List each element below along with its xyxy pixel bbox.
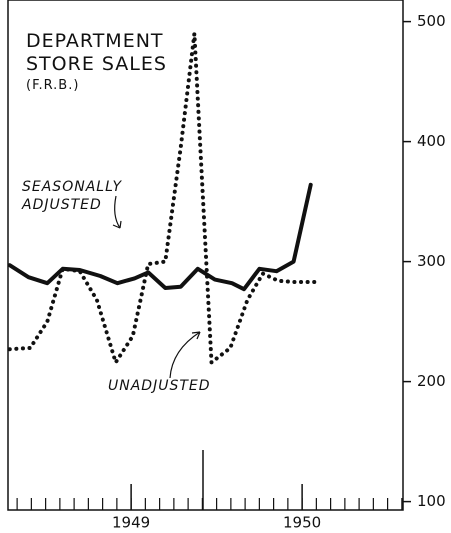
chart-title: DEPARTMENT STORE SALES [26,30,167,75]
series-line [7,31,318,365]
annotation-arrowhead [191,331,201,340]
y-tick-label: 200 [417,372,446,390]
annotation: UNADJUSTED [108,378,211,394]
annotation: SEASONALLY ADJUSTED [22,179,123,213]
plot-frame [7,0,404,511]
annotation-arrowhead [112,220,122,229]
y-tick-label: 400 [417,132,446,150]
x-tick-label: 1950 [283,514,321,532]
y-tick-label: 100 [417,492,446,510]
y-tick-label: 500 [417,12,446,30]
chart-subtitle: (F.R.B.) [26,78,80,93]
x-tick-label: 1949 [112,514,150,532]
annotation-arrow [114,195,121,229]
y-tick-label: 300 [417,252,446,270]
annotation-arrow [169,331,201,379]
